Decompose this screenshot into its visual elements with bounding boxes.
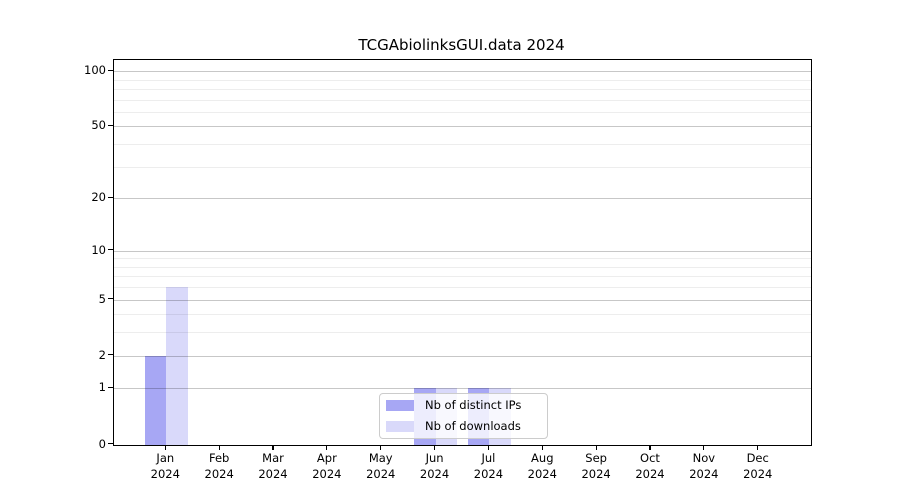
minor-gridline [114,266,811,268]
x-tick-mark [433,444,436,450]
minor-gridline [114,332,811,334]
minor-gridline [114,276,811,278]
major-gridline [114,71,811,73]
legend-swatch-distinct-ips [386,400,414,411]
x-tick-mark [703,444,705,450]
y-tick-label: 100 [84,63,106,78]
x-tick-label: Feb 2024 [204,451,234,481]
x-tick-mark [164,444,166,450]
y-tick-mark [107,442,113,445]
x-tick-label: Aug 2024 [527,451,557,481]
x-tick-mark [595,444,597,450]
y-tick-label: 10 [91,242,106,257]
x-tick-label: Apr 2024 [312,451,342,481]
x-tick-label: Sep 2024 [581,451,611,481]
legend-item-downloads: Nb of downloads [386,416,541,437]
x-tick-label: Nov 2024 [689,451,719,481]
y-tick-label: 2 [98,347,106,362]
y-tick-mark [107,124,113,127]
minor-gridline [114,79,811,81]
bar-distinct-ips [144,355,167,445]
x-tick-label: May 2024 [366,451,396,481]
y-tick-label: 0 [98,436,106,451]
major-gridline [114,388,811,390]
x-tick-label: Dec 2024 [743,451,773,481]
x-tick-mark [487,444,490,450]
x-tick-label: Mar 2024 [258,451,288,481]
y-tick-mark [107,297,113,300]
x-tick-label: Jan 2024 [150,451,180,481]
legend-label-distinct-ips: Nb of distinct IPs [425,398,522,412]
x-tick-mark [649,444,651,450]
x-tick-mark [757,444,759,450]
minor-gridline [114,314,811,316]
minor-gridline [114,258,811,260]
x-tick-mark [380,444,382,450]
legend-swatch-downloads [386,421,414,432]
minor-gridline [114,287,811,289]
y-tick-mark [107,196,113,198]
minor-gridline [114,111,811,113]
major-gridline [114,126,811,128]
x-tick-label: Oct 2024 [635,451,665,481]
x-tick-label: Jul 2024 [473,451,504,481]
y-tick-mark [107,354,113,356]
minor-gridline [114,89,811,91]
plot-area: Nb of distinct IPs Nb of downloads [113,59,812,446]
major-gridline [114,250,811,252]
x-tick-mark [541,444,543,450]
y-tick-label: 5 [98,291,106,306]
y-tick-label: 50 [91,118,106,133]
legend-label-downloads: Nb of downloads [425,419,521,433]
major-gridline [114,355,811,357]
x-tick-mark [218,444,220,450]
minor-gridline [114,144,811,146]
chart-title: TCGAbiolinksGUI.data 2024 [358,36,565,54]
y-tick-label: 1 [98,380,106,395]
legend: Nb of distinct IPs Nb of downloads [379,393,548,439]
x-tick-mark [326,444,328,450]
minor-gridline [114,166,811,168]
y-tick-mark [107,386,113,389]
bar-downloads [166,287,188,445]
major-gridline [114,299,811,301]
x-tick-label: Jun 2024 [419,451,450,481]
minor-gridline [114,99,811,101]
x-tick-mark [272,444,274,450]
y-tick-mark [107,248,113,251]
y-tick-label: 20 [91,190,106,205]
legend-item-distinct-ips: Nb of distinct IPs [386,395,541,416]
y-tick-mark [107,69,113,71]
major-gridline [114,198,811,200]
